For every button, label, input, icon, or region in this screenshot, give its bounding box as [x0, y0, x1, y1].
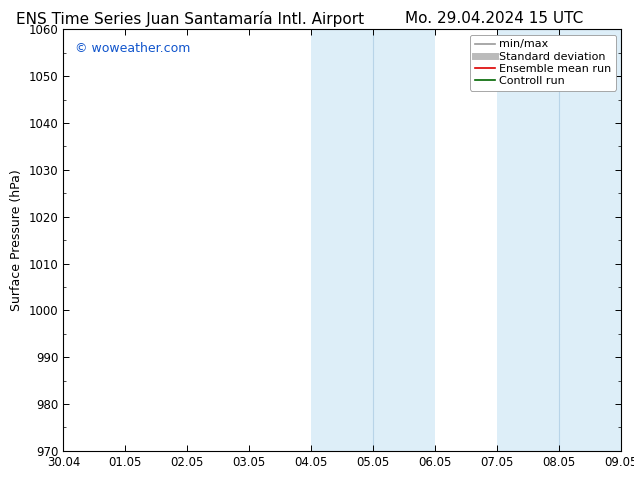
Bar	[497, 29, 559, 451]
Legend: min/max, Standard deviation, Ensemble mean run, Controll run: min/max, Standard deviation, Ensemble me…	[470, 35, 616, 91]
Bar	[559, 29, 621, 451]
Bar	[373, 29, 436, 451]
Bar	[311, 29, 373, 451]
Text: ENS Time Series Juan Santamaría Intl. Airport: ENS Time Series Juan Santamaría Intl. Ai…	[16, 11, 365, 27]
Text: Mo. 29.04.2024 15 UTC: Mo. 29.04.2024 15 UTC	[405, 11, 584, 26]
Y-axis label: Surface Pressure (hPa): Surface Pressure (hPa)	[10, 169, 23, 311]
Text: © woweather.com: © woweather.com	[75, 42, 190, 55]
